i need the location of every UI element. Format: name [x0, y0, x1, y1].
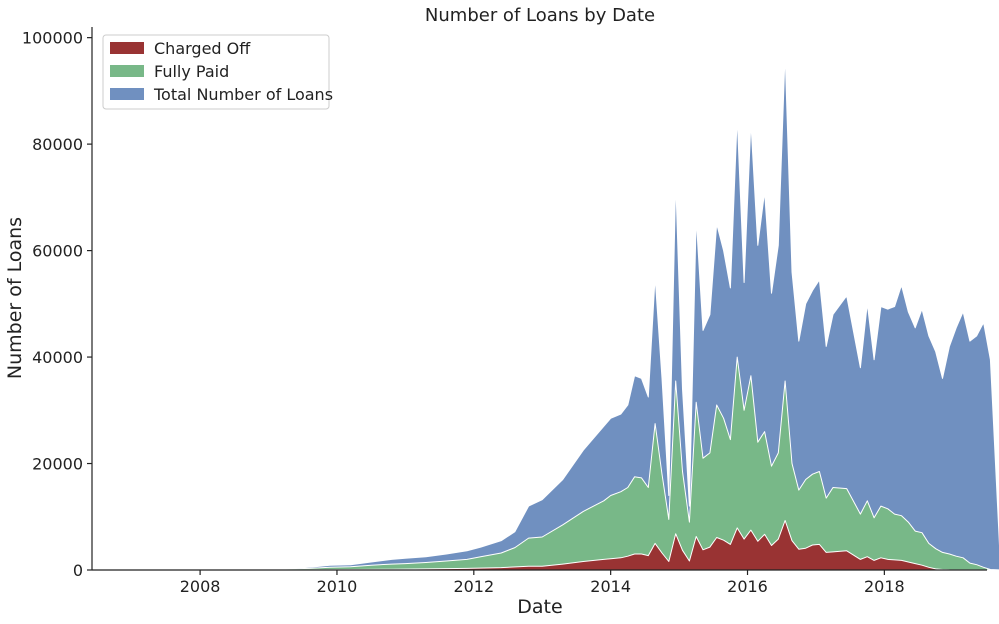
legend-label-charged-off: Charged Off [154, 39, 251, 58]
x-ticks: 2008 2010 2012 2014 2016 2018 [180, 570, 905, 596]
x-tick-label: 2008 [180, 577, 221, 596]
y-tick-label: 0 [73, 561, 83, 580]
y-axis-title: Number of Loans [4, 217, 26, 379]
y-tick-label: 100000 [22, 29, 83, 48]
x-tick-label: 2010 [317, 577, 358, 596]
area-fully-paid [124, 356, 999, 571]
area-charged-off [124, 520, 999, 571]
y-tick-label: 40000 [32, 348, 83, 367]
y-tick-label: 80000 [32, 135, 83, 154]
legend-label-total: Total Number of Loans [153, 85, 333, 104]
x-tick-label: 2014 [590, 577, 631, 596]
x-tick-label: 2016 [727, 577, 768, 596]
x-tick-label: 2018 [864, 577, 905, 596]
area-total [124, 53, 999, 571]
x-tick-label: 2012 [453, 577, 494, 596]
y-ticks: 0 20000 40000 60000 80000 100000 [22, 29, 92, 580]
chart-title: Number of Loans by Date [425, 5, 655, 26]
axes [91, 27, 987, 571]
legend-label-fully-paid: Fully Paid [154, 62, 229, 81]
legend-swatch-total [110, 88, 144, 100]
legend-swatch-charged-off [110, 42, 144, 54]
x-axis-title: Date [517, 596, 562, 618]
y-tick-label: 20000 [32, 455, 83, 474]
plot-areas [124, 53, 999, 571]
y-tick-label: 60000 [32, 242, 83, 261]
legend: Charged Off Fully Paid Total Number of Loa… [102, 34, 333, 110]
legend-box [102, 34, 330, 110]
legend-swatch-fully-paid [110, 65, 144, 77]
